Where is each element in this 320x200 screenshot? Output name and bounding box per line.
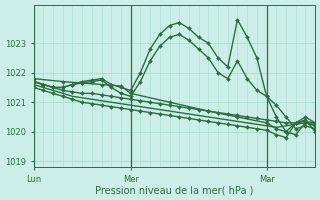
X-axis label: Pression niveau de la mer( hPa ): Pression niveau de la mer( hPa ) — [95, 185, 253, 195]
